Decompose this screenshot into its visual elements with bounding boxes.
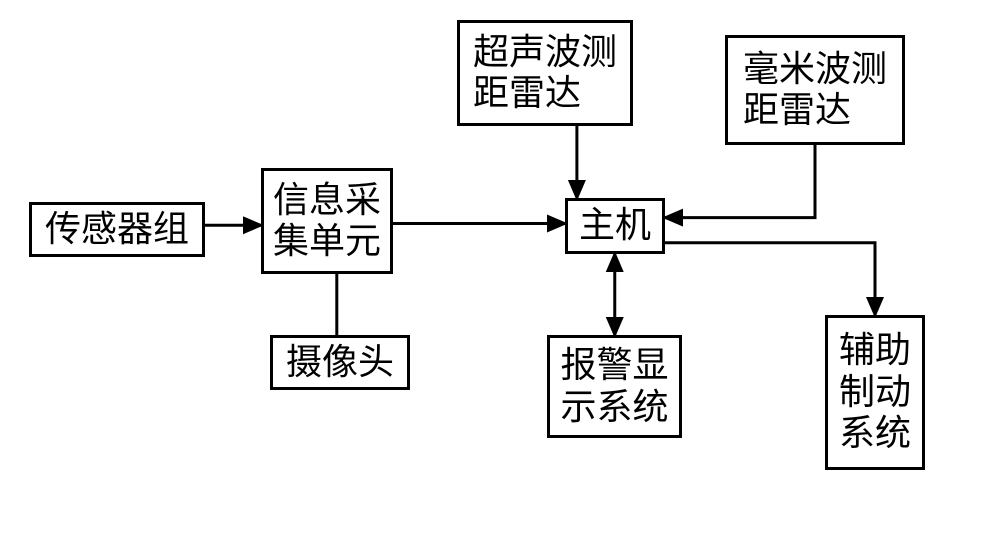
node-ultrasonic: 超声波测 距雷达 <box>457 20 633 126</box>
node-label: 传感器组 <box>45 209 189 250</box>
edge-host-aux_brake <box>665 243 875 315</box>
node-label: 辅助 制动 系统 <box>839 330 911 454</box>
node-sensor_group: 传感器组 <box>29 202 205 257</box>
node-mmwave: 毫米波测 距雷达 <box>725 35 905 145</box>
node-alarm: 报警显 示系统 <box>547 335 682 438</box>
edge-mmwave-host <box>665 145 815 218</box>
node-camera: 摄像头 <box>270 335 410 390</box>
node-label: 主机 <box>579 205 651 246</box>
node-label: 摄像头 <box>286 342 394 383</box>
node-label: 超声波测 距雷达 <box>473 32 617 115</box>
node-info_unit: 信息采 集单元 <box>261 168 393 274</box>
node-aux_brake: 辅助 制动 系统 <box>825 315 925 470</box>
node-host: 主机 <box>565 198 665 254</box>
node-label: 报警显 示系统 <box>560 345 668 428</box>
node-label: 毫米波测 距雷达 <box>743 49 887 132</box>
node-label: 信息采 集单元 <box>273 180 381 263</box>
